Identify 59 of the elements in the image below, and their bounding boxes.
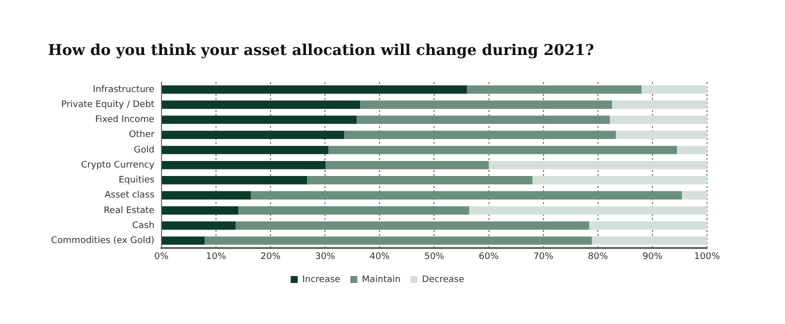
x-tick-label: 10% — [206, 252, 226, 262]
bar — [466, 85, 642, 94]
chart-title: How do you think your asset allocation will change during 2021? — [48, 40, 594, 59]
bar — [592, 236, 707, 245]
bar — [236, 221, 590, 230]
bar — [162, 191, 251, 200]
x-tick-label: 20% — [260, 252, 281, 262]
bar — [162, 100, 360, 109]
y-tick-label: Other — [128, 130, 155, 140]
bar — [360, 100, 612, 109]
y-tick-label: Private Equity / Debt — [61, 100, 155, 110]
bar — [162, 236, 205, 245]
x-tick-label: 50% — [424, 252, 445, 262]
bar — [162, 221, 236, 230]
bar — [238, 206, 470, 215]
y-tick-label: Equities — [118, 176, 155, 186]
bar — [162, 146, 328, 154]
bar — [469, 206, 707, 215]
y-tick-label: Infrastructure — [92, 84, 155, 95]
bar — [344, 130, 616, 140]
y-tick-label: Commodities (ex Gold) — [50, 236, 154, 246]
y-tick-label: Cash — [132, 220, 154, 231]
legend-label: Maintain — [362, 274, 401, 285]
x-tick-label: 70% — [533, 252, 554, 262]
bar — [162, 206, 238, 215]
bar — [162, 176, 308, 184]
bar — [610, 116, 707, 124]
x-tick-label: 30% — [315, 252, 336, 262]
bar — [616, 130, 707, 140]
bar — [162, 130, 344, 140]
x-tick-label: 90% — [642, 252, 663, 262]
bar — [328, 146, 677, 154]
y-tick-label: Fixed Income — [95, 115, 155, 126]
bar — [250, 191, 682, 200]
bar — [488, 160, 707, 170]
x-tick-label: 80% — [588, 252, 608, 262]
bar — [642, 85, 707, 94]
bar — [162, 160, 326, 170]
bar — [682, 191, 707, 200]
bar — [612, 100, 707, 109]
bar — [307, 176, 532, 184]
y-tick-label: Asset class — [104, 190, 155, 201]
bar — [162, 116, 357, 124]
bar — [532, 176, 707, 184]
bar — [589, 221, 707, 230]
y-tick-label: Gold — [134, 145, 154, 156]
x-tick-label: 60% — [478, 252, 500, 262]
bar — [676, 146, 707, 154]
bar — [356, 116, 610, 124]
x-tick-label: 0% — [154, 252, 170, 262]
x-tick-label: 40% — [370, 252, 390, 262]
bar — [326, 160, 489, 170]
x-tick-label: 100% — [694, 252, 720, 262]
y-tick-label: Real Estate — [104, 206, 155, 216]
y-tick-label: Crypto Currency — [80, 160, 156, 170]
legend-label: Decrease — [422, 274, 465, 285]
bar — [162, 85, 467, 94]
legend-label: Increase — [302, 274, 341, 285]
bar — [204, 236, 592, 245]
